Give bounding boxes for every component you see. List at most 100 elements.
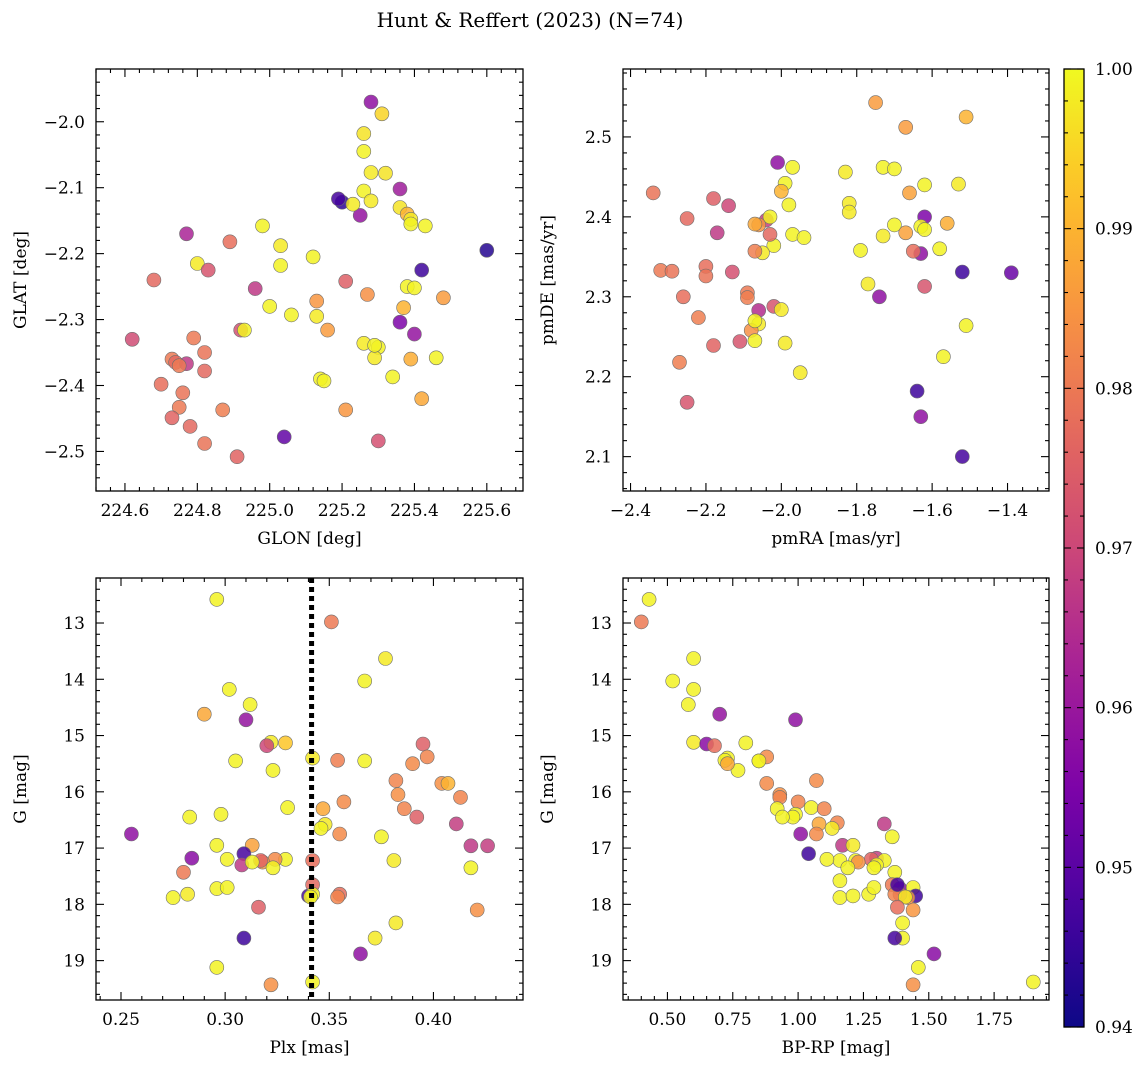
- data-point: [1003, 265, 1019, 281]
- data-point: [691, 310, 706, 325]
- data-point: [237, 322, 252, 338]
- data-point: [336, 794, 352, 810]
- data-point: [197, 345, 212, 360]
- data-point: [840, 860, 856, 876]
- data-point: [403, 351, 419, 367]
- data-point: [222, 682, 237, 697]
- data-point: [853, 243, 868, 258]
- data-point: [785, 160, 800, 175]
- y-axis-label: GLAT [deg]: [11, 231, 31, 329]
- data-point: [357, 753, 373, 769]
- data-point: [747, 333, 763, 349]
- data-point: [407, 326, 422, 342]
- data-point: [819, 851, 835, 867]
- x-tick-label: 225.6: [462, 501, 511, 521]
- data-point: [357, 673, 373, 689]
- data-point: [164, 410, 180, 426]
- y-tick-label: −2.2: [44, 245, 85, 265]
- data-point: [182, 809, 197, 825]
- panels: 224.6 224.8 225.0 225.2 225.4 225.6 −2.0 −2.1 −2…: [11, 68, 1050, 1058]
- x-tick-label: 1.00: [779, 1010, 817, 1030]
- data-point: [200, 262, 216, 278]
- y-tick-label: 15: [590, 727, 612, 747]
- panel-cmd: 0.50 0.75 1.00 1.25 1.50 1.75 13 14 15 16 17 18 19 BP…: [538, 577, 1050, 1058]
- data-point: [866, 880, 882, 895]
- data-point: [124, 331, 140, 347]
- data-point: [388, 773, 404, 788]
- data-point: [363, 94, 379, 110]
- data-point: [386, 853, 402, 868]
- y-tick-label: 2.4: [585, 208, 612, 228]
- data-point: [1026, 974, 1041, 990]
- data-point: [415, 736, 431, 752]
- data-point: [793, 826, 809, 842]
- data-point: [680, 697, 696, 712]
- data-point: [841, 204, 857, 220]
- data-point: [436, 290, 451, 306]
- data-point: [367, 930, 383, 946]
- data-point: [409, 809, 425, 825]
- data-point: [209, 592, 225, 607]
- data-point: [352, 208, 368, 223]
- data-point: [845, 837, 861, 853]
- data-point: [247, 281, 263, 296]
- data-point: [390, 787, 406, 802]
- data-point: [909, 383, 925, 399]
- data-point: [229, 449, 245, 465]
- data-point: [679, 211, 695, 226]
- data-point: [876, 816, 892, 832]
- y-tick-label: 13: [63, 614, 85, 634]
- data-point: [392, 314, 408, 330]
- x-tick-label: 0.75: [714, 1010, 752, 1030]
- data-point: [706, 338, 721, 353]
- axes-frame: [622, 577, 1050, 1001]
- data-point: [751, 753, 767, 769]
- data-point: [284, 307, 299, 323]
- data-point: [330, 752, 345, 768]
- data-point: [407, 280, 422, 296]
- data-point: [809, 773, 824, 788]
- x-tick-label: 0.35: [310, 1010, 348, 1030]
- data-point: [453, 790, 468, 805]
- data-point: [730, 763, 746, 778]
- y-axis-label: G [mag]: [11, 754, 31, 823]
- data-point: [197, 363, 212, 379]
- data-point: [747, 216, 763, 232]
- data-point: [175, 385, 191, 401]
- data-point: [238, 712, 254, 728]
- figure-title: Hunt & Reffert (2023) (N=74): [377, 8, 684, 32]
- data-point: [403, 216, 419, 232]
- data-point: [838, 164, 853, 180]
- colorbar-gradient: [1064, 69, 1084, 1027]
- data-point: [781, 197, 797, 213]
- data-point: [890, 899, 905, 915]
- data-point: [463, 860, 479, 876]
- data-point: [887, 217, 902, 233]
- y-tick-label: −2.4: [44, 377, 85, 397]
- data-point: [890, 877, 905, 893]
- y-tick-label: 19: [590, 952, 612, 972]
- x-axis-label: GLON [deg]: [257, 529, 361, 549]
- data-point: [469, 902, 485, 918]
- data-point: [190, 256, 205, 271]
- data-point: [309, 293, 325, 309]
- data-point: [392, 181, 408, 197]
- data-point: [792, 365, 808, 381]
- data-point: [897, 889, 913, 905]
- x-axis-label: BP-RP [mag]: [782, 1038, 891, 1058]
- data-point: [762, 227, 778, 242]
- data-point: [370, 433, 386, 449]
- axes-frame: [622, 68, 1050, 492]
- data-point: [480, 838, 495, 854]
- data-point: [463, 838, 479, 854]
- x-tick-label: 0.30: [206, 1010, 244, 1030]
- data-point: [396, 801, 412, 817]
- data-point: [738, 735, 754, 751]
- colorbar-tick-label: 0.96: [1095, 699, 1133, 719]
- y-tick-label: 14: [63, 670, 85, 690]
- data-point: [936, 349, 951, 365]
- y-tick-label: 13: [590, 614, 612, 634]
- x-tick-label: 0.40: [415, 1010, 453, 1030]
- x-tick-label: 1.50: [910, 1010, 948, 1030]
- y-tick-label: 14: [590, 670, 612, 690]
